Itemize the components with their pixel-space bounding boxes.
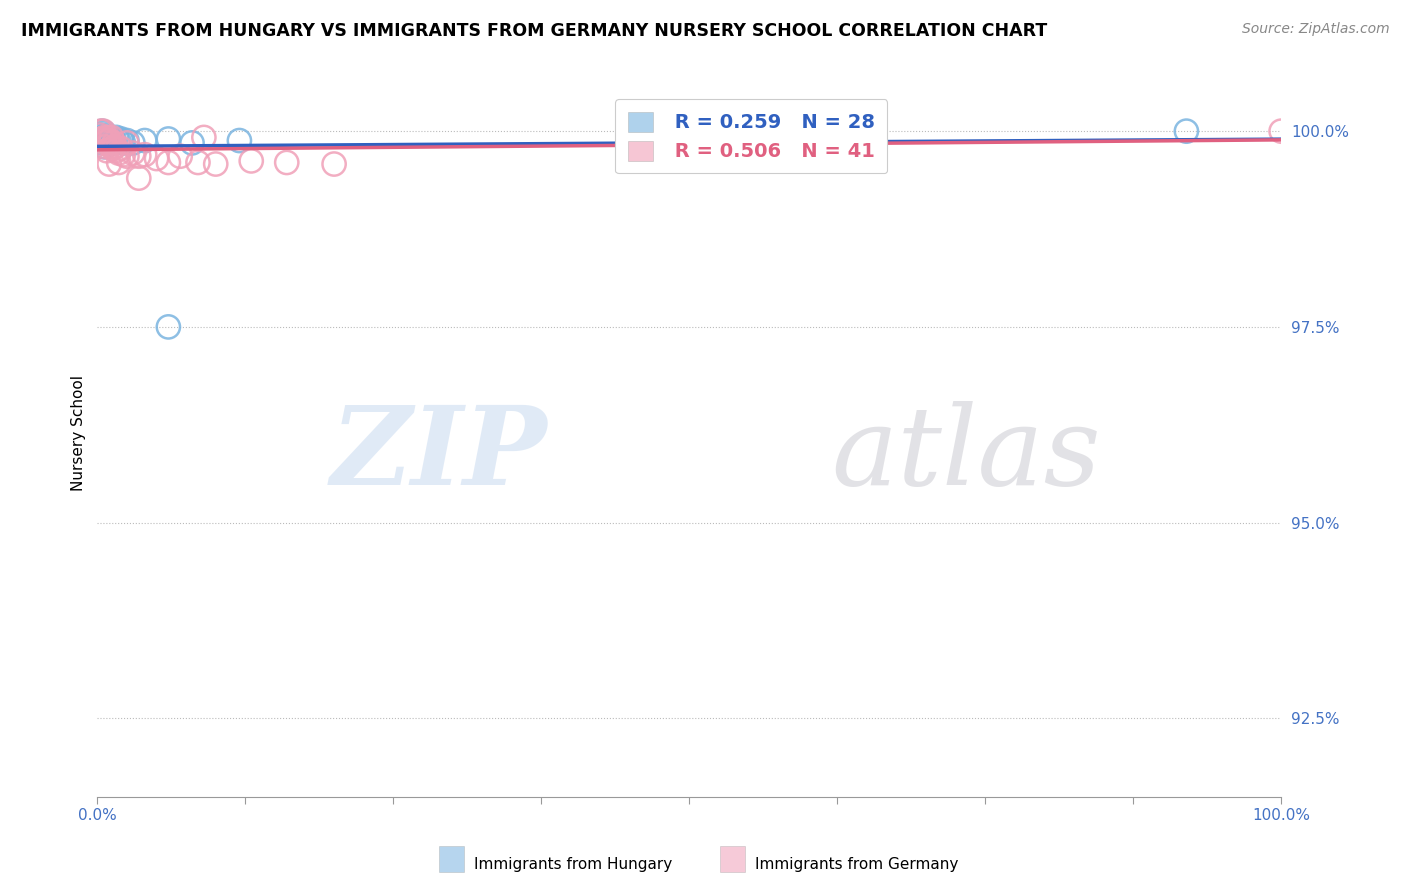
Point (115, 134, 138, 148)
Point (97, 136, 120, 150)
Point (1270, 124, 1292, 138)
Point (112, 147, 135, 161)
Point (100, 136, 122, 150)
Point (157, 155, 180, 169)
Point (1175, 124, 1198, 138)
Text: atlas: atlas (831, 401, 1101, 508)
Point (93, 136, 115, 150)
Point (115, 149, 138, 163)
Point (228, 134, 250, 148)
Point (100, 140, 122, 154)
Point (855, 132, 877, 146)
Point (97, 130, 120, 145)
Point (104, 140, 127, 154)
Point (115, 136, 138, 150)
Point (107, 146, 129, 161)
Point (112, 136, 135, 150)
Point (96, 144, 118, 158)
Point (107, 155, 129, 169)
Point (89, 128, 111, 142)
Point (157, 319, 180, 334)
Point (105, 130, 128, 145)
Point (91, 134, 114, 148)
Point (323, 157, 346, 171)
Point (103, 134, 125, 148)
Point (91, 136, 114, 150)
Point (96, 134, 118, 148)
Text: Immigrants from Hungary: Immigrants from Hungary (474, 857, 672, 872)
Point (90, 124, 112, 138)
Point (91, 132, 114, 146)
Point (128, 171, 150, 186)
Point (96, 132, 118, 146)
Point (100, 130, 122, 145)
Point (93, 130, 115, 145)
Text: Source: ZipAtlas.com: Source: ZipAtlas.com (1241, 22, 1389, 37)
Point (193, 130, 215, 145)
Point (204, 157, 226, 171)
Point (101, 132, 124, 146)
Point (93, 126, 115, 140)
Point (100, 130, 122, 145)
Point (121, 146, 143, 161)
Point (145, 152, 167, 166)
Point (107, 134, 129, 148)
Point (94, 140, 117, 154)
Point (91, 124, 114, 138)
Text: Immigrants from Germany: Immigrants from Germany (755, 857, 959, 872)
Point (98, 157, 121, 171)
Point (240, 153, 263, 168)
Text: IMMIGRANTS FROM HUNGARY VS IMMIGRANTS FROM GERMANY NURSERY SCHOOL CORRELATION CH: IMMIGRANTS FROM HUNGARY VS IMMIGRANTS FR… (21, 22, 1047, 40)
Point (90, 132, 112, 146)
Point (134, 147, 156, 161)
Point (100, 136, 122, 150)
Point (276, 155, 298, 169)
Point (91, 134, 114, 148)
Point (187, 155, 209, 169)
Point (181, 136, 204, 150)
Point (98, 134, 121, 148)
Point (89, 128, 111, 142)
Point (98, 134, 121, 148)
Point (93, 140, 115, 154)
Point (134, 134, 156, 148)
Point (110, 141, 132, 155)
Point (101, 141, 124, 155)
Point (110, 132, 132, 146)
Legend:  R = 0.259   N = 28,  R = 0.506   N = 41: R = 0.259 N = 28, R = 0.506 N = 41 (616, 99, 887, 173)
Point (128, 149, 150, 163)
Point (157, 132, 180, 146)
Point (105, 144, 128, 158)
Y-axis label: Nursery School: Nursery School (72, 375, 86, 491)
Point (169, 149, 191, 163)
Point (103, 136, 125, 150)
Text: ZIP: ZIP (330, 401, 547, 508)
Point (91, 130, 114, 145)
Point (121, 136, 143, 150)
Point (94, 128, 117, 142)
Point (91, 124, 114, 138)
